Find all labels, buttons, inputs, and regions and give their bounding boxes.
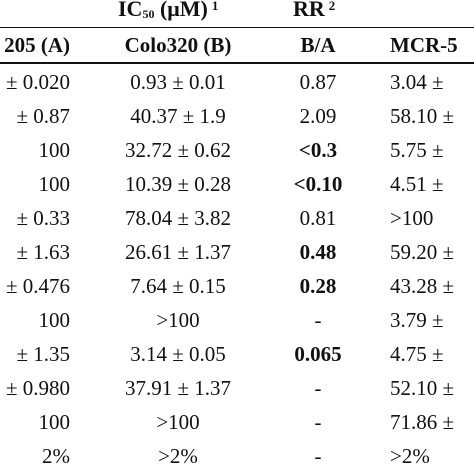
ic50-header-sub: 50	[142, 7, 155, 21]
rr-header-main: RR	[293, 0, 325, 21]
table-cell: <0.10	[293, 172, 343, 196]
table-row: 100 10.39 ± 0.28 <0.10 4.51 ±	[0, 167, 474, 201]
table-row: 100 32.72 ± 0.62 <0.3 5.75 ±	[0, 133, 474, 167]
table-cell: ± 0.476	[5, 274, 70, 298]
table-cell: -	[314, 376, 322, 400]
table-row: ± 0.87 40.37 ± 1.9 2.09 58.10 ±	[0, 99, 474, 133]
ic50-header: IC50 (μM) 1	[118, 0, 219, 21]
table-row: 100 >100 - 3.79 ±	[0, 303, 474, 337]
table-cell: 0.87	[299, 70, 337, 94]
table-cell: <0.3	[298, 138, 338, 162]
table-cell: >2%	[158, 444, 198, 468]
table-cell: 3.14 ± 0.05	[130, 342, 226, 366]
table-cell: >100	[156, 308, 200, 332]
table-cell: 40.37 ± 1.9	[130, 104, 226, 128]
column-header: 205 (A)	[4, 33, 70, 57]
header-rule-bottom	[0, 62, 474, 64]
table-cell: 100	[38, 172, 71, 196]
rr-header: RR 2	[293, 0, 336, 21]
table-cell: 2.09	[299, 104, 337, 128]
table-cell: 7.64 ± 0.15	[130, 274, 226, 298]
table-row: 100 >100 - 71.86 ±	[0, 405, 474, 439]
column-header: MCR-5	[390, 33, 458, 57]
table-row: ± 1.63 26.61 ± 1.37 0.48 59.20 ±	[0, 235, 474, 269]
ic50-header-tail: (μM)	[154, 0, 208, 21]
table-cell: 100	[38, 138, 71, 162]
table-cell: 32.72 ± 0.62	[124, 138, 232, 162]
table-row: ± 0.33 78.04 ± 3.82 0.81 >100	[0, 201, 474, 235]
table-cell: >100	[156, 410, 200, 434]
table-row: ± 0.476 7.64 ± 0.15 0.28 43.28 ±	[0, 269, 474, 303]
ic50-header-main: IC	[118, 0, 143, 21]
column-header-row: 205 (A) Colo320 (B) B/A MCR-5	[0, 30, 474, 60]
table-cell: 0.48	[299, 240, 337, 264]
table-cell: 59.20 ±	[390, 240, 455, 264]
table-cell: 0.28	[299, 274, 337, 298]
table-cell: 3.04 ±	[390, 70, 444, 94]
table-cell: 26.61 ± 1.37	[124, 240, 232, 264]
column-header: Colo320 (B)	[124, 33, 232, 57]
table-cell: 4.75 ±	[390, 342, 444, 366]
table-cell: 0.81	[299, 206, 337, 230]
table-row: ± 0.980 37.91 ± 1.37 - 52.10 ±	[0, 371, 474, 405]
table-cell: 100	[38, 410, 71, 434]
table-cell: 4.51 ±	[390, 172, 444, 196]
rr-header-footnote: 2	[328, 0, 336, 13]
table-cell: 10.39 ± 0.28	[124, 172, 232, 196]
table-cell: -	[314, 444, 322, 468]
table-cell: 71.86 ±	[390, 410, 455, 434]
table-cell: 0.93 ± 0.01	[130, 70, 226, 94]
table-cell: ± 0.020	[5, 70, 70, 94]
table-cell: ± 0.980	[5, 376, 70, 400]
table-cell: >100	[390, 206, 434, 230]
table-row: 2% >2% - >2%	[0, 439, 474, 473]
table-cell: ± 1.63	[16, 240, 70, 264]
table-cell: 2%	[42, 444, 70, 468]
table-cell: 5.75 ±	[390, 138, 444, 162]
table-cell: 52.10 ±	[390, 376, 455, 400]
table-cell: 37.91 ± 1.37	[124, 376, 232, 400]
table-cell: ± 0.33	[16, 206, 70, 230]
table-cell: 3.79 ±	[390, 308, 444, 332]
table-cell: -	[314, 308, 322, 332]
table-cell: ± 0.87	[16, 104, 70, 128]
header-rule-top	[0, 27, 474, 28]
table-row: ± 1.35 3.14 ± 0.05 0.065 4.75 ±	[0, 337, 474, 371]
table-cell: >2%	[390, 444, 430, 468]
table-cell: ± 1.35	[16, 342, 70, 366]
ic50-header-footnote: 1	[211, 0, 219, 13]
table-cell: 0.065	[294, 342, 342, 366]
table-cell: 58.10 ±	[390, 104, 455, 128]
table-row: ± 0.020 0.93 ± 0.01 0.87 3.04 ±	[0, 65, 474, 99]
table-cell: -	[314, 410, 322, 434]
table-cell: 43.28 ±	[390, 274, 455, 298]
column-header: B/A	[300, 33, 336, 57]
table-cell: 78.04 ± 3.82	[124, 206, 232, 230]
table-cell: 100	[38, 308, 71, 332]
